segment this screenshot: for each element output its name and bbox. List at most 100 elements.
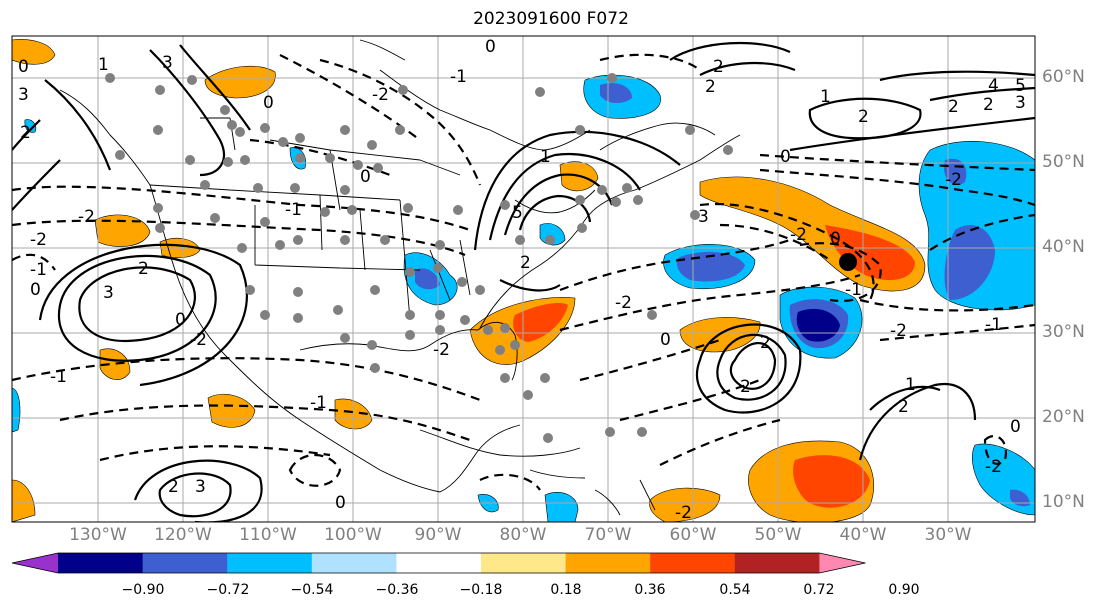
negative-anomaly (12, 387, 21, 433)
lon-label: 80°W (499, 525, 547, 545)
contour-label: 2 (713, 57, 724, 77)
contour-label: 1 (98, 55, 109, 75)
contour-label: 2 (898, 397, 909, 417)
contour-label: 0 (175, 310, 186, 330)
contour-label: -2 (190, 330, 207, 350)
lon-label: 90°W (414, 525, 462, 545)
colorbar-tick-label: 0.18 (550, 582, 582, 598)
lat-label: 10°N (1042, 492, 1085, 512)
contour-label: 5 (1015, 76, 1026, 96)
negative-anomaly (544, 491, 579, 522)
lon-label: 100°W (324, 525, 382, 545)
contour-label: -2 (675, 503, 692, 523)
contour-label: 0 (263, 93, 274, 113)
contour-label: -2 (615, 293, 632, 313)
negative-anomaly (944, 158, 967, 185)
contour-label: -1 (285, 200, 302, 220)
contour-label: 2 (983, 95, 994, 115)
colorbar-outline (11, 552, 866, 574)
negative-anomaly (415, 268, 440, 290)
lon-label: 120°W (154, 525, 212, 545)
storm-center-marker (839, 253, 857, 271)
contour-label: 0 (830, 229, 841, 249)
lon-label: 70°W (584, 525, 632, 545)
positive-anomaly (12, 39, 56, 65)
contour-label: 0 (335, 493, 346, 513)
contour-label: -1 (50, 367, 67, 387)
colorbar-tick-label: −0.36 (375, 582, 419, 598)
contour-label: 2 (760, 333, 771, 353)
colorbar-swatch (565, 553, 651, 573)
colorbar-swatch (396, 553, 482, 573)
contour-label: 0 (30, 280, 41, 300)
contour-label: -1 (450, 67, 467, 87)
contour-label: 2 (20, 123, 31, 143)
contour-label: -1 (985, 315, 1002, 335)
lat-label: 30°N (1042, 322, 1085, 342)
colorbar-tick-label: −0.72 (206, 582, 250, 598)
contour-label: 0 (18, 57, 29, 77)
lon-label: 50°W (754, 525, 802, 545)
station-dots (105, 73, 733, 443)
colorbar-extend-high (819, 553, 866, 573)
lat-label: 60°N (1042, 67, 1085, 87)
contour-label: 3 (162, 53, 173, 73)
contour-label: 5 (512, 203, 523, 223)
colorbar-tick-label: −0.54 (290, 582, 334, 598)
contour-label: 1 (905, 375, 916, 395)
negative-anomaly (1010, 489, 1030, 507)
colorbar-swatch (142, 553, 228, 573)
contour-label: -2 (945, 170, 962, 190)
positive-anomaly (513, 303, 568, 342)
contour-label: 0 (780, 147, 791, 167)
contour-label: 3 (195, 477, 206, 497)
contour-label: 2 (168, 477, 179, 497)
lon-label: 60°W (669, 525, 717, 545)
lon-label: 110°W (239, 525, 297, 545)
lat-label: 50°N (1042, 152, 1085, 172)
contour-label: 1 (820, 87, 831, 107)
positive-anomaly (649, 487, 721, 522)
negative-anomaly (24, 119, 37, 133)
graticule (12, 36, 1035, 522)
contour-label: 2 (740, 377, 751, 397)
contours-dashed (12, 53, 1035, 491)
positive-anomaly (793, 455, 870, 508)
contour-label: -2 (433, 340, 450, 360)
lon-label: 40°W (839, 525, 887, 545)
contour-label: -1 (310, 393, 327, 413)
colorbar-swatch (227, 553, 313, 573)
contour-label: 3 (698, 207, 709, 227)
positive-anomaly (99, 348, 131, 380)
colorbar (11, 552, 866, 574)
positive-anomaly (825, 225, 915, 281)
contour-label: 2 (138, 259, 149, 279)
contour-label: -1 (30, 260, 47, 280)
contour-label: -2 (985, 457, 1002, 477)
coastlines (59, 39, 741, 516)
lat-label: 40°N (1042, 237, 1085, 257)
colorbar-tick-label: 0.36 (634, 582, 666, 598)
positive-anomaly (207, 394, 256, 428)
colorbar-tick-label: 0.54 (719, 582, 751, 598)
lat-label: 20°N (1042, 407, 1085, 427)
colorbar-tick-label: −0.90 (121, 582, 165, 598)
contour-label: -2 (790, 225, 807, 245)
contour-label: 2 (705, 77, 716, 97)
colorbar-tick-label: 0.72 (803, 582, 835, 598)
positive-anomaly (94, 214, 151, 247)
contour-labels: 2 2 1 2 5 4 3 2 2 -2 -1 0 0 3 1 3 2 0 0 … (18, 37, 1026, 523)
colorbar-tick-label: −0.18 (459, 582, 503, 598)
contour-label: 3 (103, 283, 114, 303)
contour-label: 3 (1015, 93, 1026, 113)
positive-anomaly (12, 479, 36, 522)
contour-label: -2 (30, 230, 47, 250)
contour-label: 4 (988, 76, 999, 96)
colorbar-swatch (734, 553, 820, 573)
contour-label: 2 (858, 107, 869, 127)
colorbar-swatch (650, 553, 736, 573)
contour-label: 0 (1010, 417, 1021, 437)
colorbar-tick-label: 0.90 (888, 582, 920, 598)
contour-label: 2 (948, 97, 959, 117)
